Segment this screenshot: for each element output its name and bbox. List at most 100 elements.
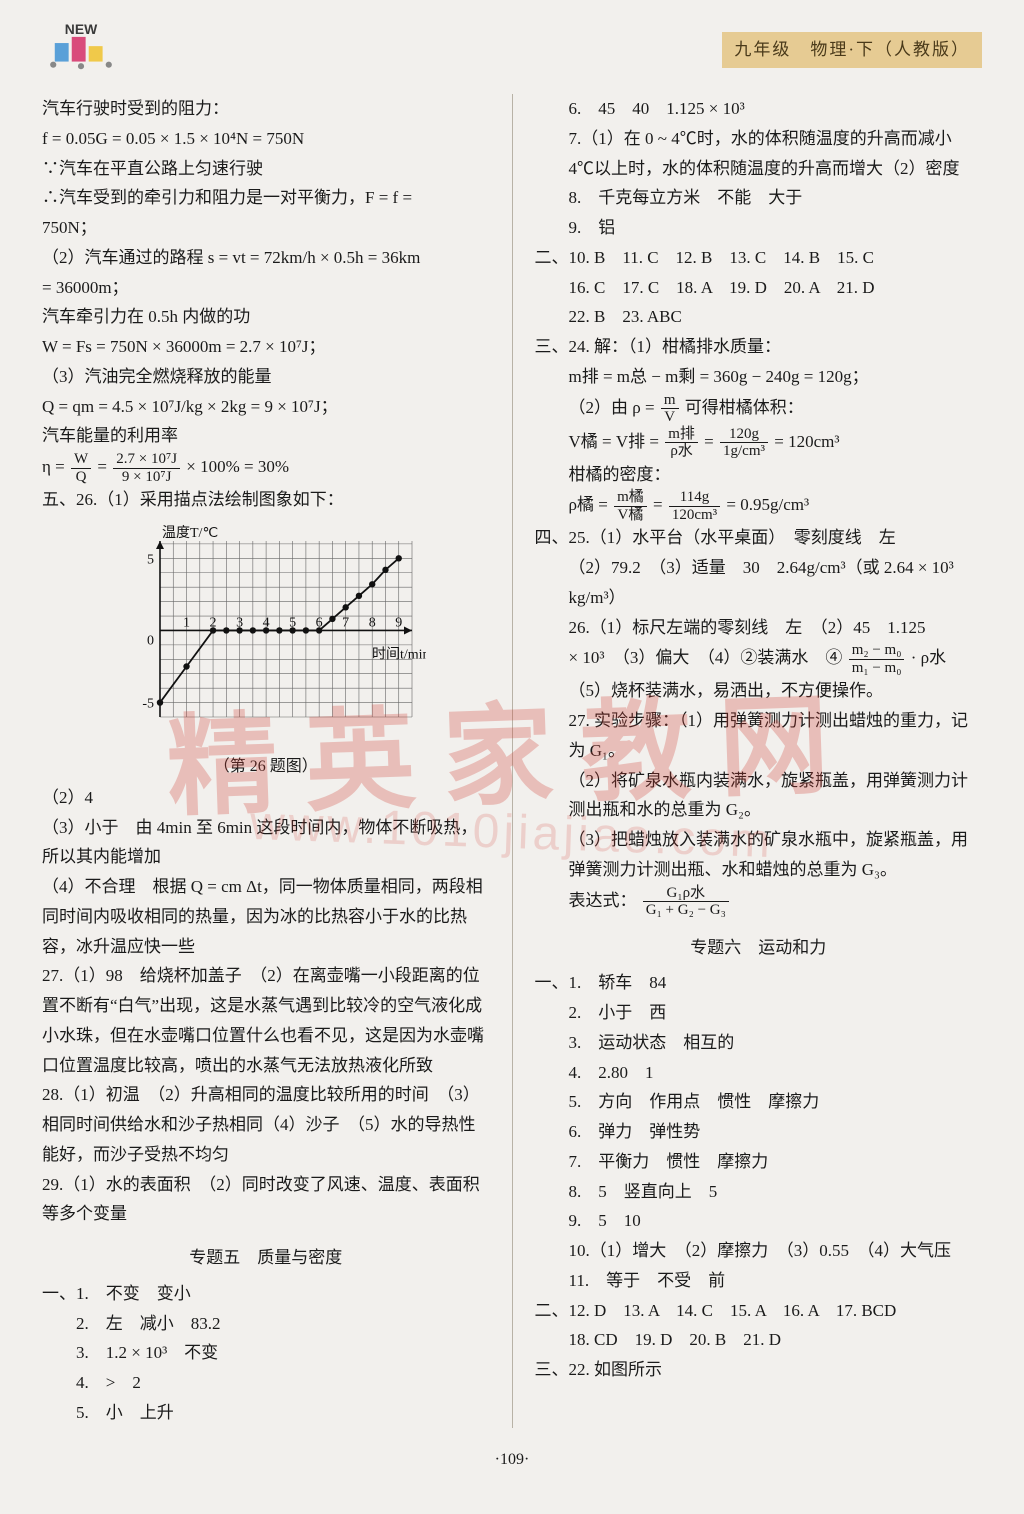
text-line: （3）小于 由 4min 至 6min 这段时间内，物体不断吸热，所以其内能增加 bbox=[42, 813, 490, 873]
text-line: 汽车行驶时受到的阻力： bbox=[42, 94, 490, 124]
numerator: m橘 bbox=[614, 489, 647, 507]
svg-text:NEW: NEW bbox=[65, 23, 98, 37]
temperature-chart: 123456789-550温度T/℃时间t/min bbox=[106, 521, 426, 751]
equals: = bbox=[97, 457, 111, 476]
arrow-divider: ««««««««««««««««««««««««««««««««««««««««… bbox=[130, 43, 722, 57]
suffix: = 0.95g/cm³ bbox=[726, 495, 809, 514]
text-line: 16. C 17. C 18. A 19. D 20. A 21. D bbox=[535, 273, 983, 303]
chart-caption: （第 26 题图） bbox=[42, 753, 490, 781]
text-line: 9. 铝 bbox=[535, 213, 983, 243]
denominator: ρ水 bbox=[665, 443, 698, 460]
denominator: V bbox=[661, 409, 679, 426]
text-line: V橘 = V排 = m排 ρ水 = 120g 1g/cm³ = 120cm³ bbox=[535, 426, 983, 460]
text-line: 汽车能量的利用率 bbox=[42, 421, 490, 451]
text-line: 一、1. 不变 变小 bbox=[42, 1279, 490, 1309]
denominator: Q bbox=[71, 469, 91, 486]
text-line: （2）由 ρ = m V 可得柑橘体积： bbox=[535, 392, 983, 426]
numerator: G₁ρ水 bbox=[643, 885, 729, 903]
denominator: m₁ − m₀ bbox=[849, 660, 905, 677]
text-line: 表达式： G₁ρ水 G₁ + G₂ − G₃ bbox=[535, 885, 983, 919]
equals: = bbox=[704, 431, 718, 450]
fraction: 120g 1g/cm³ bbox=[720, 426, 768, 460]
text-line: 二、12. D 13. A 14. C 15. A 16. A 17. BCD bbox=[535, 1296, 983, 1326]
text-line: （5）烧杯装满水，易洒出，不方便操作。 bbox=[535, 676, 983, 706]
text-line: 5. 小 上升 bbox=[42, 1398, 490, 1428]
text-line: 4. > 2 bbox=[42, 1368, 490, 1398]
fraction: m橘 V橘 bbox=[614, 489, 647, 523]
prefix: 表达式： bbox=[569, 890, 637, 909]
numerator: m₂ − m₀ bbox=[849, 642, 905, 660]
suffix: 可得柑橘体积： bbox=[685, 397, 804, 416]
text-line: 8. 千克每立方米 不能 大于 bbox=[535, 183, 983, 213]
svg-text:8: 8 bbox=[368, 615, 375, 630]
page-root: NEW ««««««««««««««««««««««««««««««««««««… bbox=[42, 20, 982, 1474]
text-line: 11. 等于 不受 前 bbox=[535, 1266, 983, 1296]
numerator: m排 bbox=[665, 426, 698, 444]
fraction: m₂ − m₀ m₁ − m₀ bbox=[849, 642, 905, 676]
numerator: 120g bbox=[720, 426, 768, 444]
fraction: G₁ρ水 G₁ + G₂ − G₃ bbox=[643, 885, 729, 919]
numerator: 2.7 × 10⁷J bbox=[113, 451, 180, 469]
left-column: 汽车行驶时受到的阻力： f = 0.05G = 0.05 × 1.5 × 10⁴… bbox=[42, 94, 490, 1428]
text-line: 四、25.（1）水平台（水平桌面） 零刻度线 左 bbox=[535, 523, 983, 553]
text-line: 27.（1）98 给烧杯加盖子 （2）在离壶嘴一小段距离的位置不断有“白气”出现… bbox=[42, 961, 490, 1080]
text-line: 2. 小于 西 bbox=[535, 998, 983, 1028]
text-line: （3）把蜡烛放入装满水的矿泉水瓶中，旋紧瓶盖，用弹簧测力计测出瓶、水和蜡烛的总重… bbox=[535, 825, 983, 885]
text-line: 3. 运动状态 相互的 bbox=[535, 1028, 983, 1058]
text-line: 29.（1）水的表面积 （2）同时改变了风速、温度、表面积等多个变量 bbox=[42, 1170, 490, 1230]
text-line: （2）79.2 （3）适量 30 2.64g/cm³（或 2.64 × 10³ … bbox=[535, 553, 983, 613]
text-line: 18. CD 19. D 20. B 21. D bbox=[535, 1325, 983, 1355]
eta-suffix: × 100% = 30% bbox=[186, 457, 289, 476]
text-line: 6. 弹力 弹性势 bbox=[535, 1117, 983, 1147]
prefix: × 10³ （3）偏大 （4）②装满水 ④ bbox=[569, 648, 843, 667]
svg-text:-5: -5 bbox=[142, 696, 154, 711]
text-line: × 10³ （3）偏大 （4）②装满水 ④ m₂ − m₀ m₁ − m₀ · … bbox=[535, 642, 983, 676]
svg-text:9: 9 bbox=[395, 615, 402, 630]
column-divider bbox=[512, 94, 513, 1428]
text-line: 三、22. 如图所示 bbox=[535, 1355, 983, 1385]
text-line: = 36000m； bbox=[42, 273, 490, 303]
svg-text:0: 0 bbox=[147, 633, 154, 648]
text-line: η = W Q = 2.7 × 10⁷J 9 × 10⁷J × 100% = 3… bbox=[42, 451, 490, 485]
text-line: （2）将矿泉水瓶内装满水，旋紧瓶盖，用弹簧测力计测出瓶和水的总重为 G₂。 bbox=[535, 766, 983, 826]
text-line: 9. 5 10 bbox=[535, 1206, 983, 1236]
prefix: （2）由 ρ = bbox=[569, 397, 659, 416]
text-line: 二、10. B 11. C 12. B 13. C 14. B 15. C bbox=[535, 243, 983, 273]
content-columns: 汽车行驶时受到的阻力： f = 0.05G = 0.05 × 1.5 × 10⁴… bbox=[42, 94, 982, 1428]
suffix: = 120cm³ bbox=[774, 431, 839, 450]
topbar: NEW ««««««««««««««««««««««««««««««««««««… bbox=[42, 20, 982, 80]
prefix: V橘 = V排 = bbox=[569, 431, 664, 450]
text-line: 柑橘的密度： bbox=[535, 460, 983, 490]
section-5-title: 专题五 质量与密度 bbox=[42, 1243, 490, 1273]
text-line: 汽车牵引力在 0.5h 内做的功 bbox=[42, 302, 490, 332]
svg-text:7: 7 bbox=[342, 615, 349, 630]
text-line: （4）不合理 根据 Q = cm Δt，同一物体质量相同，两段相同时间内吸收相同… bbox=[42, 872, 490, 961]
text-line: Q = qm = 4.5 × 10⁷J/kg × 2kg = 9 × 10⁷J； bbox=[42, 392, 490, 422]
text-line: 8. 5 竖直向上 5 bbox=[535, 1177, 983, 1207]
text-line: f = 0.05G = 0.05 × 1.5 × 10⁴N = 750N bbox=[42, 124, 490, 154]
page-number: ·109· bbox=[42, 1446, 982, 1474]
text-line: 一、1. 轿车 84 bbox=[535, 968, 983, 998]
text-line: W = Fs = 750N × 36000m = 2.7 × 10⁷J； bbox=[42, 332, 490, 362]
text-line: 27. 实验步骤：（1）用弹簧测力计测出蜡烛的重力，记为 G₁。 bbox=[535, 706, 983, 766]
text-line: ∵汽车在平直公路上匀速行驶 bbox=[42, 154, 490, 184]
text-line: 4. 2.80 1 bbox=[535, 1058, 983, 1088]
text-line: 三、24. 解：（1）柑橘排水质量： bbox=[535, 332, 983, 362]
numerator: 114g bbox=[669, 489, 720, 507]
denominator: 9 × 10⁷J bbox=[113, 469, 180, 486]
numerator: m bbox=[661, 392, 679, 410]
text-line: ∴汽车受到的牵引力和阻力是一对平衡力，F = f = bbox=[42, 183, 490, 213]
text-line: （2）汽车通过的路程 s = vt = 72km/h × 0.5h = 36km bbox=[42, 243, 490, 273]
text-line: 5. 方向 作用点 惯性 摩擦力 bbox=[535, 1087, 983, 1117]
denominator: 1g/cm³ bbox=[720, 443, 768, 460]
text-line: 3. 1.2 × 10³ 不变 bbox=[42, 1338, 490, 1368]
fraction: m V bbox=[661, 392, 679, 426]
svg-text:1: 1 bbox=[183, 615, 190, 630]
eta-prefix: η = bbox=[42, 457, 69, 476]
fraction: 114g 120cm³ bbox=[669, 489, 720, 523]
text-line: 750N； bbox=[42, 213, 490, 243]
text-line: 26.（1）标尺左端的零刻线 左 （2）45 1.125 bbox=[535, 613, 983, 643]
svg-text:时间t/min: 时间t/min bbox=[372, 646, 426, 662]
new-logo-icon: NEW bbox=[42, 20, 120, 80]
svg-text:温度T/℃: 温度T/℃ bbox=[162, 525, 218, 541]
